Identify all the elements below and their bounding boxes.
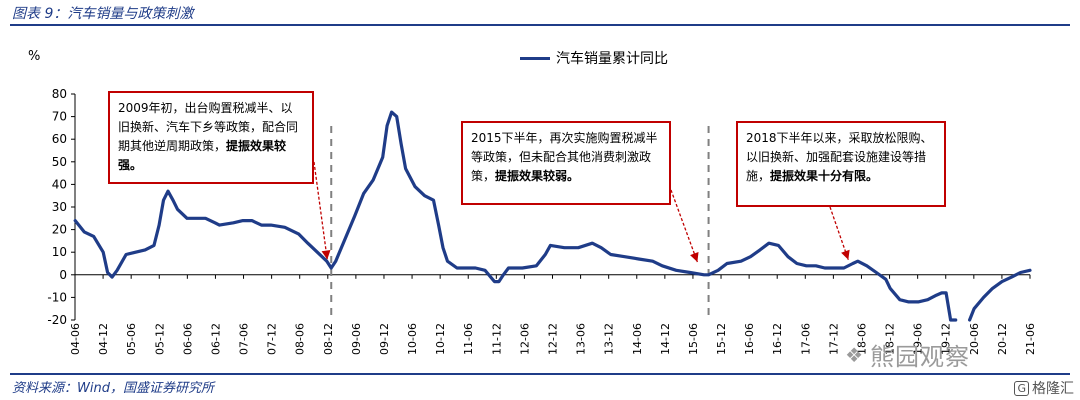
watermark: ❖ 熊园观察: [845, 337, 970, 372]
annotation-box-2015: 2015下半年，再次实施购置税减半等政策，但未配合其他消费刺激政策，提振效果较弱…: [461, 121, 671, 205]
x-tick-label: 17-12: [827, 323, 840, 355]
x-tick-label: 11-06: [462, 323, 475, 355]
y-tick-label: -10: [47, 290, 67, 304]
x-tick-label: 20-06: [968, 323, 981, 355]
x-tick-label: 06-06: [181, 323, 194, 355]
source-note: 资料来源：Wind，国盛证券研究所: [12, 381, 214, 396]
x-tick-label: 08-06: [294, 323, 307, 355]
watermark-text: 熊园观察: [870, 343, 970, 371]
y-tick-label: 50: [52, 155, 67, 169]
x-tick-label: 04-12: [97, 323, 110, 355]
publisher-logo-text: 格隆汇: [1032, 381, 1074, 397]
annotation-2009-text: 2009年初，出台购置税减半、以旧换新、汽车下乡等政策，配合同期其他逆周期政策，: [118, 101, 299, 153]
legend-label: 汽车销量累计同比: [556, 51, 668, 67]
x-tick-label: 15-06: [687, 323, 700, 355]
x-tick-label: 17-06: [799, 323, 812, 355]
x-tick-label: 18-12: [884, 323, 897, 355]
footer-rule: [10, 373, 1070, 375]
x-tick-label: 10-06: [406, 323, 419, 355]
annotation-box-2009: 2009年初，出台购置税减半、以旧换新、汽车下乡等政策，配合同期其他逆周期政策，…: [108, 91, 314, 184]
x-tick-label: 14-06: [631, 323, 644, 355]
x-tick-label: 15-12: [715, 323, 728, 355]
y-tick-label: 70: [52, 110, 67, 124]
x-tick-label: 19-12: [940, 323, 953, 355]
annotation-2018-emphasis: 提振效果十分有限。: [770, 169, 879, 183]
x-tick-label: 07-12: [266, 323, 279, 355]
x-tick-label: 08-12: [322, 323, 335, 355]
x-tick-label: 04-06: [69, 323, 82, 355]
x-tick-label: 12-12: [547, 323, 560, 355]
x-tick-label: 06-12: [209, 323, 222, 355]
x-tick-label: 21-06: [1024, 323, 1037, 355]
annotation-2018-text: 2018下半年以来，采取放松限购、以旧换新、加强配套设施建设等措施，: [746, 131, 933, 183]
y-tick-label: 20: [52, 223, 67, 237]
annotation-arrow-line: [313, 161, 328, 260]
x-tick-label: 07-06: [238, 323, 251, 355]
annotation-arrow-head: [841, 249, 850, 260]
x-tick-label: 20-12: [996, 323, 1009, 355]
x-tick-label: 10-12: [434, 323, 447, 355]
x-tick-label: 16-06: [743, 323, 756, 355]
annotation-arrow-head: [690, 252, 699, 263]
x-tick-label: 13-12: [603, 323, 616, 355]
publisher-logo-icon: G: [1014, 380, 1029, 396]
title-rule: [10, 24, 1070, 26]
y-tick-label: 60: [52, 132, 67, 146]
x-tick-label: 12-06: [518, 323, 531, 355]
annotation-2009-emphasis: 提振效果较强。: [118, 139, 287, 172]
annotation-2015-text: 2015下半年，再次实施购置税减半等政策，但未配合其他消费刺激政策，: [471, 131, 658, 183]
series-group: [73, 110, 1032, 322]
y-tick-label: 80: [52, 87, 67, 101]
axes-group: % -20 -10 0 10 20 30 40 50 60 70 80 04-06 04-12 05-06 0…: [28, 49, 1037, 355]
legend-swatch: [520, 56, 550, 60]
y-tick-label: 10: [52, 245, 67, 259]
x-tick-label: 14-12: [659, 323, 672, 355]
x-tick-label: 09-06: [350, 323, 363, 355]
divider-lines-group: [330, 126, 710, 320]
x-tick-label: 19-06: [912, 323, 925, 355]
annotation-arrow-head: [321, 249, 331, 260]
x-tick-label: 16-12: [771, 323, 784, 355]
annotation-arrow-line: [829, 206, 849, 260]
wechat-icon: ❖: [845, 342, 864, 367]
y-tick-label: 0: [59, 268, 67, 282]
publisher-logo: G 格隆汇: [1014, 378, 1074, 398]
x-tick-label: 09-12: [378, 323, 391, 355]
series-line-2: [968, 268, 1032, 322]
series-line-1: [73, 110, 958, 322]
x-tick-label: 05-12: [153, 323, 166, 355]
x-tick-label: 13-06: [575, 323, 588, 355]
x-tick-label: 05-06: [125, 323, 138, 355]
annotation-2015-emphasis: 提振效果较弱。: [495, 169, 580, 183]
y-tick-label: 40: [52, 177, 67, 191]
x-tick-label: 11-12: [490, 323, 503, 355]
legend: 汽车销量累计同比: [520, 48, 668, 68]
y-tick-label: 30: [52, 200, 67, 214]
y-tick-label: -20: [47, 313, 67, 327]
y-axis-unit: %: [28, 49, 40, 64]
annotation-box-2018: 2018下半年以来，采取放松限购、以旧换新、加强配套设施建设等措施，提振效果十分…: [736, 121, 946, 207]
x-tick-label: 18-06: [855, 323, 868, 355]
annotation-arrows-group: [313, 161, 850, 263]
figure-title: 图表 9：汽车销量与政策刺激: [12, 6, 194, 22]
annotation-arrow-line: [670, 189, 699, 263]
